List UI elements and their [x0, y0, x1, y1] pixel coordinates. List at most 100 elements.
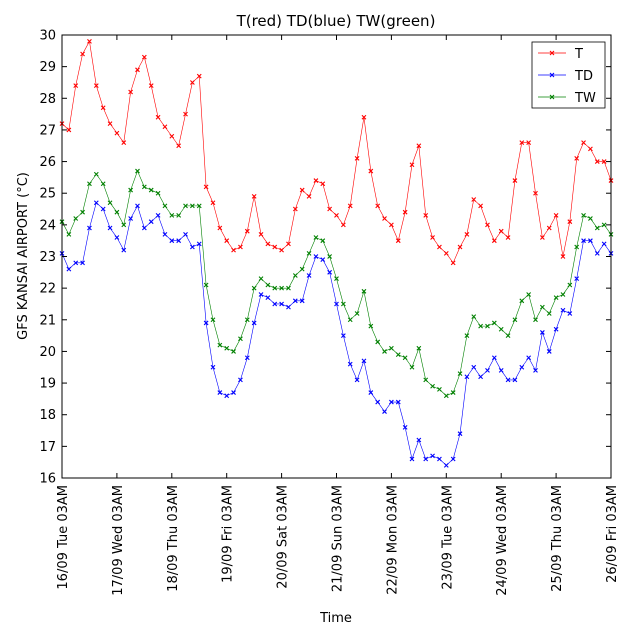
data-point — [368, 168, 374, 174]
data-point — [279, 285, 284, 291]
data-point — [100, 206, 106, 212]
data-point — [279, 301, 284, 307]
data-point — [491, 320, 497, 326]
data-point — [121, 222, 127, 228]
data-point — [594, 250, 600, 256]
data-point — [361, 358, 367, 364]
data-point — [217, 225, 223, 231]
data-point — [567, 311, 573, 316]
data-point — [279, 247, 284, 253]
data-point — [533, 317, 538, 323]
data-point — [402, 209, 408, 215]
data-point — [73, 83, 79, 89]
data-point — [382, 216, 387, 221]
y-tick-label: 23 — [39, 250, 56, 265]
data-point — [251, 320, 257, 326]
y-tick-label: 16 — [39, 472, 56, 487]
data-point — [334, 301, 339, 307]
data-point — [416, 345, 422, 351]
data-point — [169, 133, 175, 139]
data-point — [594, 159, 600, 164]
data-point — [87, 38, 92, 44]
data-point — [450, 456, 456, 462]
data-point — [539, 304, 545, 310]
data-point — [189, 80, 195, 85]
data-point — [361, 288, 367, 294]
series-tw — [59, 168, 614, 399]
data-point — [162, 231, 168, 237]
data-point — [66, 127, 72, 133]
data-point — [189, 244, 195, 250]
data-point — [395, 238, 401, 244]
data-point — [272, 301, 278, 307]
data-point — [560, 292, 566, 297]
data-point — [244, 355, 250, 361]
data-point — [292, 273, 298, 278]
data-point — [423, 212, 429, 218]
data-point — [87, 181, 92, 187]
x-tick-label: 18/09 Thu 03AM — [166, 485, 181, 592]
data-point — [581, 238, 586, 244]
legend: T TD TW — [531, 41, 606, 109]
data-point — [265, 295, 271, 301]
data-point — [176, 212, 182, 218]
data-point — [258, 231, 264, 237]
data-point — [244, 228, 250, 234]
data-point — [217, 390, 223, 395]
data-point — [320, 257, 326, 263]
data-point — [66, 231, 72, 237]
data-point — [107, 121, 113, 126]
data-point — [265, 241, 271, 247]
data-point — [135, 67, 140, 73]
data-point — [183, 203, 188, 209]
data-point — [588, 238, 593, 244]
data-point — [526, 355, 532, 361]
data-point — [320, 181, 326, 187]
data-point — [183, 111, 188, 117]
data-point — [313, 235, 319, 240]
data-point — [327, 254, 333, 259]
x-axis-title: Time — [319, 611, 352, 626]
data-point — [258, 292, 264, 297]
data-point — [334, 276, 339, 282]
data-point — [457, 431, 463, 437]
series-td — [59, 200, 614, 468]
data-point — [560, 254, 566, 259]
data-point — [539, 330, 545, 335]
data-point — [361, 114, 367, 120]
data-point — [594, 225, 600, 231]
data-point — [107, 200, 113, 206]
data-point — [340, 333, 346, 338]
data-point — [553, 326, 559, 332]
x-tick-label: 24/09 Wed 03AM — [495, 485, 510, 596]
data-point — [505, 377, 511, 383]
data-point — [553, 212, 559, 218]
data-point — [375, 203, 381, 209]
data-point — [450, 390, 456, 395]
data-point — [141, 54, 147, 60]
legend-item-t: T — [538, 47, 583, 62]
data-point — [286, 285, 291, 291]
data-point — [93, 200, 99, 206]
data-point — [340, 301, 346, 307]
data-point — [244, 317, 250, 323]
data-point — [176, 143, 182, 149]
data-point — [526, 292, 532, 297]
x-tick-label: 19/09 Fri 03AM — [221, 485, 236, 583]
data-point — [148, 187, 154, 193]
data-point — [478, 374, 484, 380]
data-point — [141, 184, 147, 190]
data-point — [313, 178, 319, 183]
data-point — [128, 89, 134, 95]
data-point — [409, 162, 415, 168]
data-point — [464, 374, 470, 380]
data-point — [347, 317, 353, 323]
y-tick-label: 17 — [39, 440, 56, 455]
data-point — [162, 203, 168, 209]
data-point — [471, 364, 477, 370]
data-point — [581, 140, 586, 145]
data-point — [498, 368, 504, 373]
data-point — [389, 399, 394, 405]
data-point — [292, 206, 298, 212]
data-point — [286, 241, 291, 247]
